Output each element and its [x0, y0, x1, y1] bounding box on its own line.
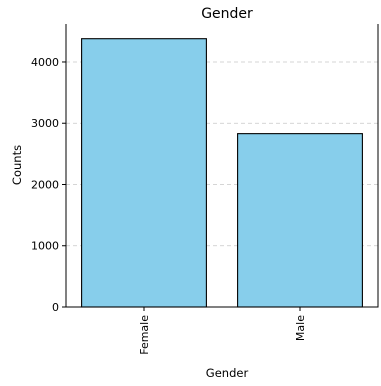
bars	[81, 38, 363, 308]
x-tick-label: Male	[294, 315, 307, 341]
y-tick-label: 1000	[31, 240, 59, 253]
x-axis-label: Gender	[206, 366, 249, 380]
y-tick-label: 0	[52, 301, 59, 314]
y-tick-label: 2000	[31, 178, 59, 191]
bar-female	[81, 38, 207, 308]
plot-frame	[65, 24, 379, 308]
y-tick-label: 4000	[31, 56, 59, 69]
x-tick-label: Female	[138, 315, 151, 355]
x-axis-ticks: Female Male	[138, 307, 307, 355]
bar-male	[237, 133, 363, 308]
y-axis-label: Counts	[10, 145, 24, 185]
y-axis-ticks: 0 1000 2000 3000 4000	[31, 56, 66, 314]
chart-title: Gender	[201, 6, 253, 22]
y-tick-label: 3000	[31, 117, 59, 130]
